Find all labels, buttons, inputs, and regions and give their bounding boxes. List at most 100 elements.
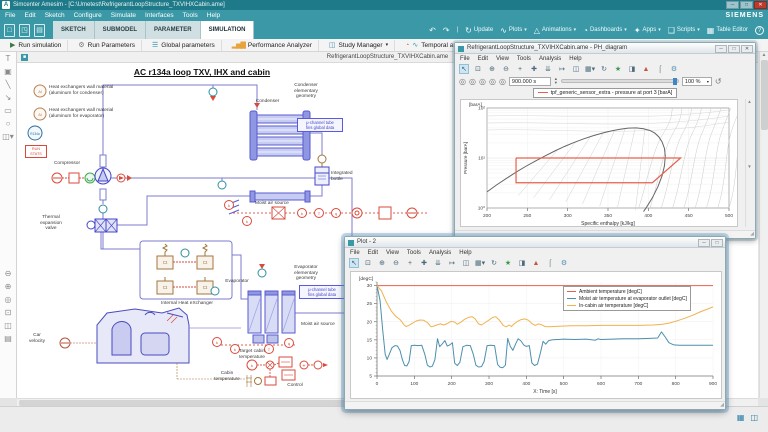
ph-menu-help[interactable]: Help [569,55,582,62]
run-parameters-button[interactable]: ⚙ Run Parameters [72,39,142,51]
ph-menu-edit[interactable]: Edit [477,55,489,62]
tab-simulation[interactable]: SIMULATION [200,21,255,39]
refresh-icon[interactable]: ↻ [601,66,607,73]
help-icon[interactable]: ? [755,25,764,35]
cursor-tool-icon[interactable]: ↖ [459,64,469,74]
time-slider[interactable] [560,78,679,85]
table-view-icon[interactable]: ▦▾ [475,260,486,267]
zoom-window-icon[interactable]: ⊡ [475,66,481,73]
menu-interfaces[interactable]: Interfaces [145,12,174,19]
ph-menu-analysis[interactable]: Analysis [538,55,562,62]
compressor-group[interactable] [51,154,126,201]
plot2-menu-file[interactable]: File [350,249,360,256]
cursor-xy-icon[interactable]: ✚ [531,66,537,73]
dashboards-button[interactable]: ◔ Dashboards ▾ [583,25,627,35]
plot2-window[interactable]: Plot - 2 ─ □ File Edit View Tools Analys… [344,236,726,410]
close-button[interactable]: ✕ [754,1,767,9]
ph-close-button[interactable]: ✕ [741,44,753,53]
measure-icon[interactable]: ↦ [449,260,455,267]
settings-icon[interactable]: ⚙ [670,66,678,73]
evaporator-component[interactable] [247,290,296,344]
measure-icon[interactable]: ↦ [559,66,565,73]
scroll-up-icon[interactable]: ▲ [761,52,767,58]
zoom-in-icon[interactable]: ⊕ [4,282,12,291]
save-file-icon[interactable]: ▤ [34,23,45,37]
zoom-window-icon[interactable]: ⊡ [365,260,371,267]
star-icon[interactable]: ★ [614,66,622,73]
plots-button[interactable]: ∿ Plots ▾ [500,25,527,35]
table-view-icon[interactable]: ▦▾ [585,66,596,73]
subcooler-component[interactable] [249,190,311,203]
ph-legend[interactable]: tpf_generic_sensor_extra - pressure at p… [532,87,678,98]
ellipse-tool-icon[interactable]: ○ [5,119,11,128]
plot2-menu-view[interactable]: View [386,249,399,256]
open-file-icon[interactable]: ◳ [19,23,30,37]
global-parameters-button[interactable]: ☰ Global parameters [146,39,222,51]
resize-grip-icon[interactable]: ◢ [750,231,754,237]
evaporator-fins-box[interactable]: μ-channel tube fins global data [299,285,345,300]
pair-cursor-icon[interactable]: ⇊ [435,260,441,267]
apps-button[interactable]: ✦ Apps ▾ [633,25,661,35]
plot2-menu-edit[interactable]: Edit [367,249,379,256]
cursor-x-icon[interactable]: + [407,259,413,267]
maximize-button[interactable]: □ [740,1,753,9]
zoom-select[interactable]: 100 % ▾ [681,76,712,86]
vertical-scroll-thumb[interactable] [761,60,768,130]
ph-plot-area[interactable]: 10² 10¹ 10⁰ 200 250 300 350 400 450 500 [barA] Pres… [460,99,751,227]
zoom-out-icon[interactable]: ⊖ [393,260,399,267]
play-icon[interactable]: ◎ [478,76,486,86]
plot2-plot-area[interactable]: 30 25 20 15 10 5 0 100 200 300 400 500 600 700 800 900 [… [350,271,722,399]
run-stats-box[interactable]: RUN STATS [25,145,47,159]
plot2-menu-tools[interactable]: Tools [406,249,421,256]
animations-button[interactable]: △ Animations ▾ [533,25,577,35]
zoom-in-icon[interactable]: ⊕ [489,66,495,73]
tab-sketch[interactable]: SKETCH [53,21,95,39]
zoom-fit-icon[interactable]: ⊡ [4,308,12,317]
integrated-bottle[interactable] [314,154,330,186]
layout-icon[interactable]: ◫ [462,260,470,267]
sort-icon[interactable]: ▲ [642,65,650,73]
rectangle-tool-icon[interactable]: ▭ [4,106,12,115]
horizontal-scroll-thumb[interactable] [19,400,459,406]
temporal-analysis-button[interactable]: ◔ ∿ Temporal analysis [405,41,474,50]
time-slider-thumb[interactable] [672,78,677,85]
study-manager-button[interactable]: ◫ Study Manager ▾ [323,39,396,51]
ph-menu-file[interactable]: File [460,55,470,62]
image-tool-icon[interactable]: ▣ [4,67,12,76]
settings-icon[interactable]: ⚙ [560,260,568,267]
ph-scrollbar[interactable]: ▲ ▼ [745,99,753,227]
tab-submodel[interactable]: SUBMODEL [94,21,147,39]
run-simulation-button[interactable]: ▶ Run simulation [4,39,69,51]
sort-icon[interactable]: ▲ [532,259,540,267]
ph-menu-view[interactable]: View [496,55,509,62]
menu-simulate[interactable]: Simulate [110,12,137,19]
redo-icon[interactable]: ↷ [442,25,450,35]
zoom-out-icon[interactable]: ⊖ [4,269,12,278]
menu-file[interactable]: File [5,12,16,19]
menu-edit[interactable]: Edit [24,12,36,19]
plot2-titlebar[interactable]: Plot - 2 ─ □ [345,237,725,248]
export-chart-icon[interactable]: ◨ [518,260,526,267]
vertical-scrollbar[interactable]: ▲ [759,52,768,398]
tab-parameter[interactable]: PARAMETER [146,21,201,39]
cabin-component[interactable] [96,307,245,380]
scripts-button[interactable]: ❑ Scripts ▾ [667,25,700,35]
layout-icon[interactable]: ◫ [572,66,580,73]
arrow-tool-icon[interactable]: ↘ [4,93,12,102]
export-chart-icon[interactable]: ◨ [628,66,636,73]
ph-menu-tools[interactable]: Tools [516,55,531,62]
car-velocity-source[interactable] [59,337,97,349]
cursor-x-icon[interactable]: + [517,65,523,73]
refresh-time-icon[interactable]: ↺ [714,76,722,86]
status-window-icon[interactable]: ◫ [750,413,758,422]
table-editor-button[interactable]: ▦ Table Editor [706,25,748,35]
zoom-in-icon[interactable]: ⊕ [379,260,385,267]
menu-configure[interactable]: Configure [73,12,102,19]
plot2-legend[interactable]: Ambient temperature [degC] Moist air temp… [563,286,691,311]
condenser-fins-box[interactable]: μ-channel tube fins global data [297,118,343,133]
cursor-tool-icon[interactable]: ↖ [349,258,359,268]
pair-cursor-icon[interactable]: ⇊ [545,66,551,73]
resize-grip-icon[interactable]: ◢ [720,402,724,408]
link-icon[interactable]: ⌠ [657,65,663,73]
performance-analyzer-button[interactable]: ▂▅▇ Performance Analyzer [226,39,319,51]
